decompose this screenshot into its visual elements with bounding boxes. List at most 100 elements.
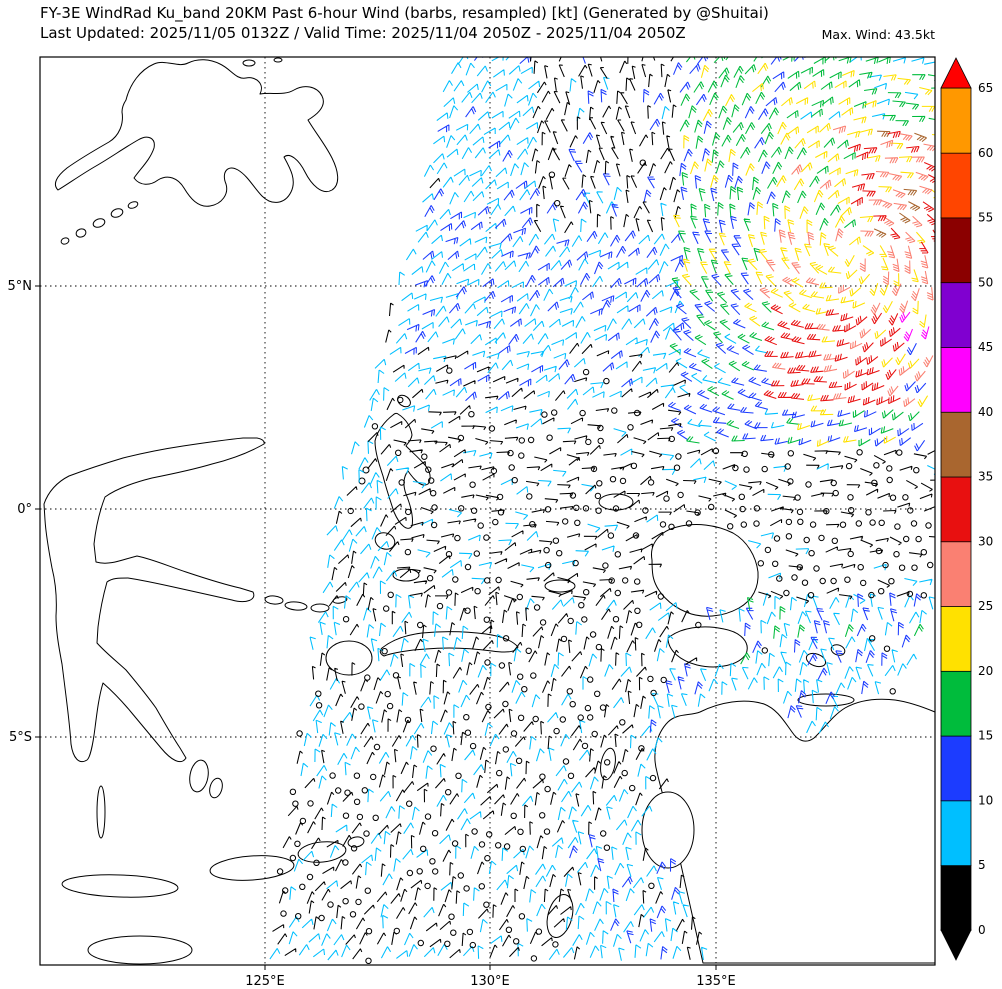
- colorbar-tick-label: 65: [978, 81, 993, 95]
- calm-circle: [566, 688, 573, 695]
- calm-circle: [444, 940, 451, 947]
- calm-circle: [496, 769, 503, 777]
- calm-circle: [562, 758, 570, 765]
- calm-circle: [708, 503, 715, 511]
- calm-circle: [417, 621, 424, 629]
- calm-circle: [596, 480, 603, 487]
- calm-circle: [502, 700, 509, 708]
- colorbar-segment: [940, 605, 972, 672]
- calm-circle: [611, 407, 618, 414]
- island: [392, 568, 420, 582]
- calm-circle: [511, 477, 518, 484]
- x-tick-label: 130°E: [470, 974, 510, 989]
- map-frame: [39, 56, 936, 966]
- calm-circle: [920, 592, 927, 599]
- calm-circle: [335, 787, 342, 794]
- calm-circle: [431, 504, 438, 511]
- calm-circle: [295, 913, 302, 920]
- calm-circle: [349, 911, 357, 918]
- island: [358, 477, 366, 485]
- calm-circle: [553, 727, 560, 735]
- calm-circle: [505, 926, 513, 933]
- calm-circle: [469, 481, 476, 488]
- calm-circle: [805, 481, 812, 488]
- calm-circle: [818, 534, 825, 542]
- calm-circle: [353, 772, 361, 779]
- calm-circle: [471, 828, 478, 835]
- calm-circle: [424, 882, 431, 890]
- colorbar-tick-label: 45: [978, 340, 993, 354]
- calm-circle: [342, 616, 350, 623]
- calm-circle: [280, 910, 287, 917]
- calm-circle: [327, 901, 334, 908]
- calm-circle: [882, 561, 889, 569]
- calm-circle: [387, 591, 394, 598]
- calm-circle: [466, 928, 474, 936]
- calm-circle: [404, 548, 412, 556]
- calm-circle: [801, 579, 809, 586]
- colorbar-under-arrow: [940, 929, 972, 961]
- calm-circle: [513, 938, 520, 945]
- calm-circle: [845, 462, 853, 470]
- colorbar-tick-label: 10: [978, 794, 993, 808]
- calm-circle: [907, 507, 914, 514]
- calm-circle: [539, 812, 546, 819]
- colorbar-segment: [940, 152, 972, 219]
- calm-circle: [469, 742, 477, 750]
- calm-circle: [495, 842, 502, 849]
- calm-circle: [464, 563, 472, 571]
- plot-subtitle: Last Updated: 2025/11/05 0132Z / Valid T…: [40, 24, 686, 42]
- calm-circle: [787, 478, 794, 485]
- calm-circle: [395, 449, 402, 456]
- calm-circle: [342, 812, 350, 819]
- calm-circle: [604, 759, 611, 766]
- calm-circle: [629, 784, 636, 792]
- calm-circle: [634, 578, 641, 585]
- island: [325, 640, 373, 676]
- colorbar-segment: [940, 217, 972, 284]
- colorbar-tick-label: 0: [978, 923, 986, 937]
- calm-circle: [630, 462, 638, 469]
- calm-circle: [276, 868, 284, 875]
- calm-circle: [428, 477, 435, 484]
- calm-circle: [372, 814, 379, 821]
- calm-circle: [432, 868, 439, 875]
- calm-circle: [609, 476, 617, 483]
- calm-circle: [847, 494, 854, 501]
- coastline-sulawesi: [43, 437, 265, 763]
- calm-circle: [913, 467, 920, 474]
- calm-circle: [342, 898, 349, 905]
- calm-circle: [633, 409, 641, 417]
- calm-circle: [603, 844, 611, 851]
- calm-circle: [463, 885, 470, 892]
- calm-circle: [673, 464, 681, 471]
- calm-circle: [473, 550, 480, 557]
- calm-circle: [660, 676, 667, 684]
- calm-circle: [813, 565, 820, 572]
- calm-circle: [808, 550, 815, 557]
- calm-circle: [622, 577, 629, 584]
- calm-circle: [847, 550, 854, 558]
- calm-circle: [878, 519, 885, 526]
- calm-circle: [602, 562, 609, 569]
- calm-circle: [567, 772, 575, 779]
- calm-circle: [518, 437, 525, 444]
- calm-circle: [530, 672, 537, 679]
- calm-circle: [397, 396, 404, 404]
- calm-circle: [551, 409, 558, 416]
- calm-circle: [581, 742, 589, 750]
- calm-circle: [612, 505, 620, 512]
- calm-circle: [738, 493, 745, 500]
- island: [127, 201, 139, 209]
- calm-circle: [445, 789, 452, 796]
- y-tick-label: 5°N: [8, 279, 33, 294]
- calm-circle: [539, 619, 547, 626]
- calm-circle: [785, 533, 793, 540]
- colorbar-segment: [940, 735, 972, 802]
- calm-circle: [353, 798, 361, 805]
- calm-circle: [559, 716, 566, 723]
- calm-circle: [463, 714, 470, 721]
- calm-circle: [685, 520, 693, 527]
- calm-circle: [844, 576, 851, 583]
- calm-circle: [869, 519, 876, 526]
